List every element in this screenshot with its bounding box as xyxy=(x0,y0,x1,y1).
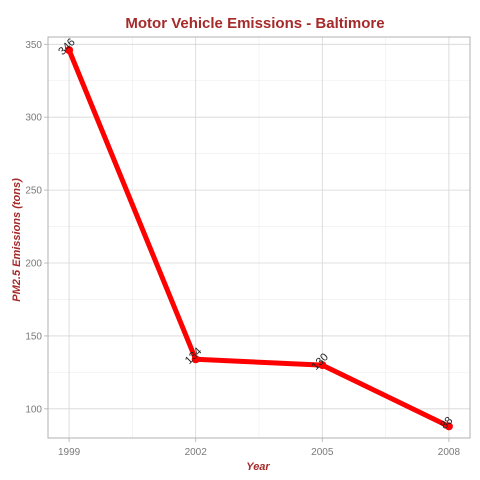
panel-border xyxy=(47,36,471,439)
y-axis-title: PM2.5 Emissions (tons) xyxy=(11,178,23,302)
series-layer xyxy=(65,46,453,431)
data-label: 346 xyxy=(56,36,77,57)
y-tick-label: 200 xyxy=(25,259,42,270)
data-point xyxy=(191,355,200,364)
grid xyxy=(48,37,470,438)
y-tick-label: 350 xyxy=(25,40,42,51)
data-point xyxy=(318,361,327,370)
axes: 1999 2002 2005 2008 100 150 200 250 300 350 xyxy=(25,40,460,458)
y-tick-label: 100 xyxy=(25,404,42,415)
y-tick-label: 300 xyxy=(25,113,42,124)
data-label: 88 xyxy=(438,415,455,432)
data-label: 134 xyxy=(183,345,204,366)
x-tick-label: 2002 xyxy=(185,447,208,458)
x-tick-label: 2008 xyxy=(438,447,461,458)
series-line xyxy=(66,47,452,429)
chart-title: Motor Vehicle Emissions - Baltimore xyxy=(125,15,384,32)
x-tick-label: 1999 xyxy=(58,447,81,458)
y-tick-label: 250 xyxy=(25,186,42,197)
y-tick-label: 150 xyxy=(25,331,42,342)
data-point xyxy=(65,46,74,55)
data-point xyxy=(444,422,453,431)
x-axis-title: Year xyxy=(246,461,270,473)
x-tick-label: 2005 xyxy=(311,447,334,458)
